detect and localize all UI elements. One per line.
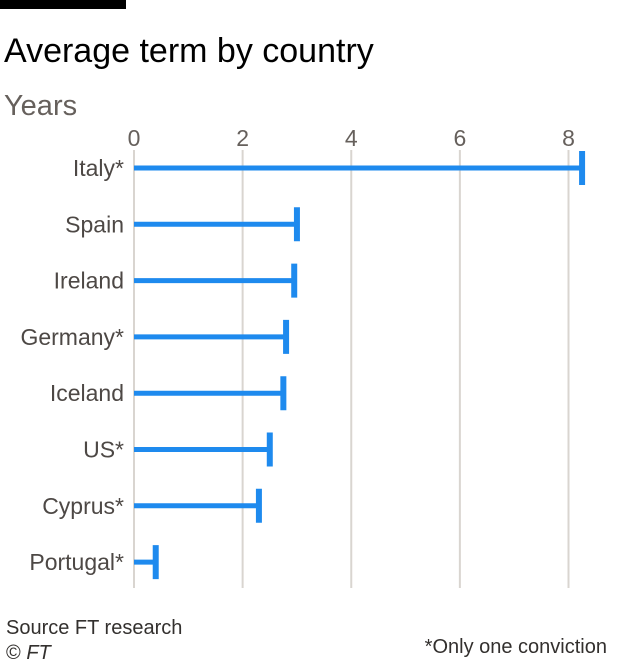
chart-title: Average term by country	[4, 32, 374, 70]
category-label: Ireland	[54, 268, 124, 294]
category-label: Portugal*	[29, 549, 124, 575]
category-label: Iceland	[50, 380, 124, 406]
chart-subtitle: Years	[4, 90, 78, 122]
brand-top-bar	[0, 0, 126, 9]
x-tick-label: 4	[345, 125, 358, 151]
x-tick-label: 6	[453, 125, 466, 151]
category-label: Germany*	[20, 324, 124, 350]
category-label: Spain	[65, 211, 124, 237]
x-tick-label: 2	[236, 125, 249, 151]
footnote: *Only one conviction	[424, 636, 607, 658]
copyright-note: © FT	[6, 642, 51, 665]
copyright-symbol: ©	[6, 642, 21, 664]
category-label: Cyprus*	[42, 493, 124, 519]
category-label: US*	[83, 437, 124, 463]
source-note: Source FT research	[6, 617, 183, 639]
bar-chart: 0 2 4 6 8 Italy* Spain Ireland Germany* Iceland US…	[20, 125, 586, 588]
copyright-name: FT	[26, 642, 51, 664]
x-tick-label: 8	[562, 125, 575, 151]
category-label: Italy*	[73, 155, 124, 181]
x-tick-label: 0	[128, 125, 141, 151]
